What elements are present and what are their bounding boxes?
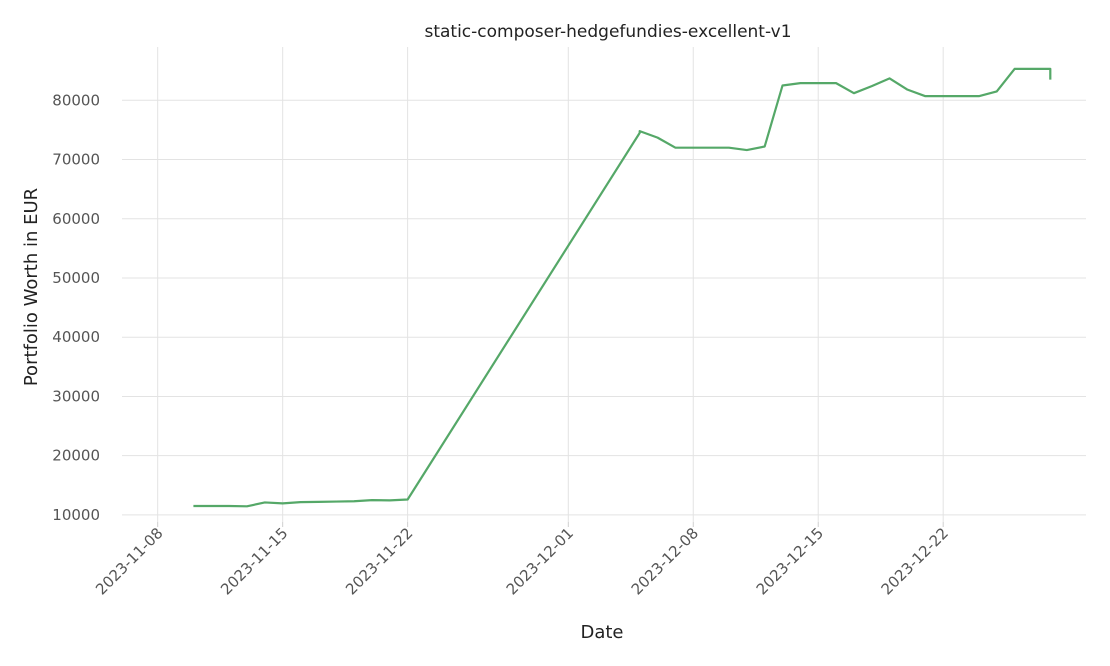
chart-title: static-composer-hedgefundies-excellent-v… <box>424 22 791 42</box>
grid <box>122 47 1086 522</box>
y-tick-label: 40000 <box>52 328 100 346</box>
y-tick-label: 60000 <box>52 210 100 228</box>
x-axis-ticks: 2023-11-08 2023-11-15 2023-11-22 2023-12-01… <box>92 522 952 598</box>
x-tick-label: 2023-12-08 <box>628 524 702 598</box>
x-tick-label: 2023-11-22 <box>342 524 416 598</box>
series-line <box>193 67 1052 508</box>
x-tick-label: 2023-12-22 <box>878 524 952 598</box>
y-axis-title: Portfolio Worth in EUR <box>21 188 42 386</box>
x-tick-label: 2023-12-01 <box>503 524 577 598</box>
y-tick-label: 20000 <box>52 447 100 465</box>
x-tick-label: 2023-11-08 <box>92 524 166 598</box>
x-tick-label: 2023-12-15 <box>753 524 827 598</box>
y-tick-label: 50000 <box>52 269 100 287</box>
y-axis-ticks: 10000 20000 30000 40000 50000 60000 70000 80000 <box>52 91 100 524</box>
x-axis-title: Date <box>580 622 623 643</box>
y-tick-label: 80000 <box>52 91 100 109</box>
series-layer <box>193 67 1052 508</box>
y-tick-label: 30000 <box>52 387 100 405</box>
y-tick-label: 10000 <box>52 506 100 524</box>
x-tick-label: 2023-11-15 <box>217 524 291 598</box>
y-tick-label: 70000 <box>52 151 100 169</box>
